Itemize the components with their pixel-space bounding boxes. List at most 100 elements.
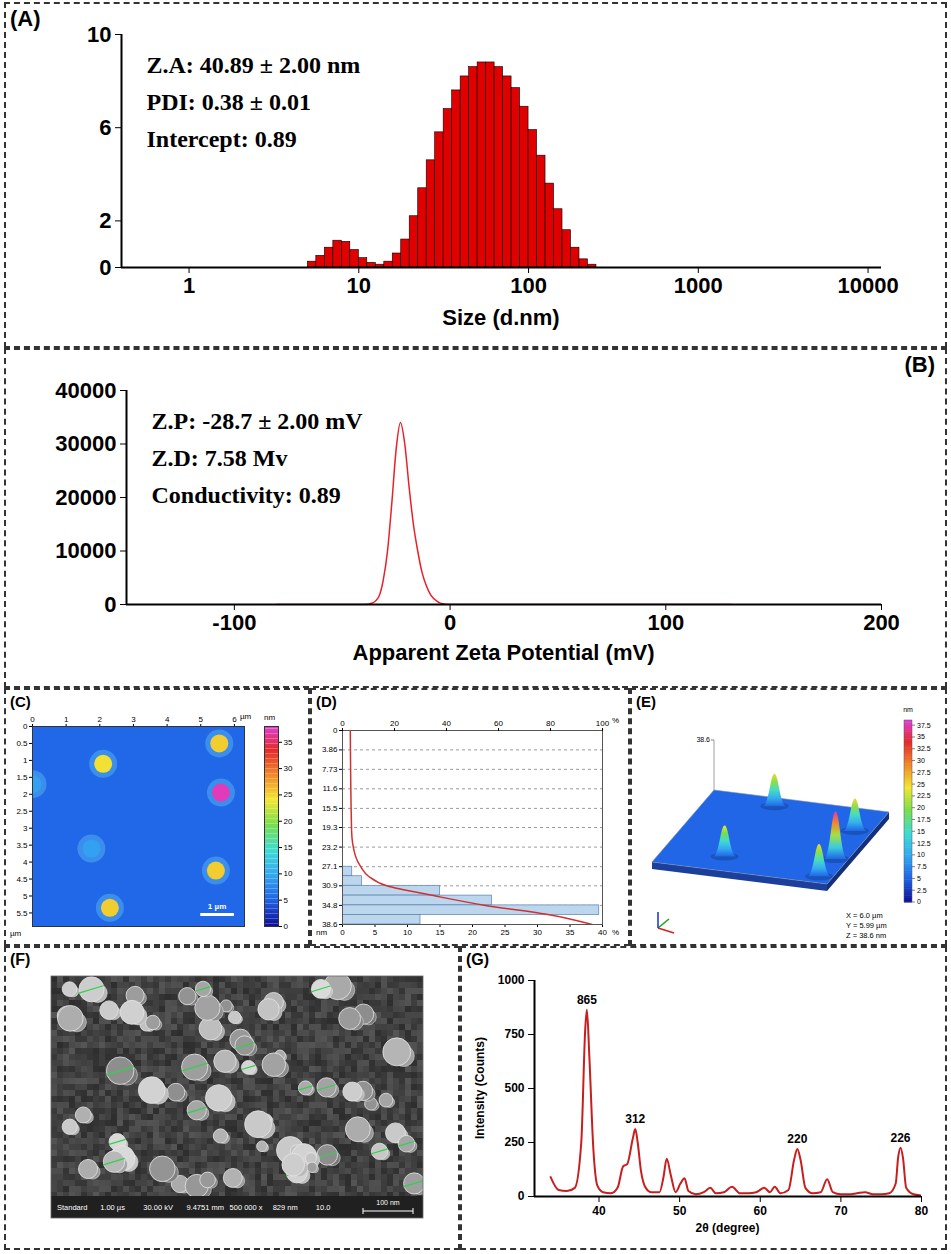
svg-text:35: 35 [284,738,293,747]
svg-text:6: 6 [232,715,237,724]
svg-text:5: 5 [199,715,204,724]
svg-text:12.5: 12.5 [917,840,931,847]
svg-text:40: 40 [598,928,607,937]
svg-text:60: 60 [754,1204,768,1218]
svg-text:30: 30 [284,764,293,773]
svg-text:4: 4 [165,715,170,724]
svg-text:500 000 x: 500 000 x [230,1203,263,1212]
svg-text:70: 70 [834,1204,848,1218]
svg-text:20: 20 [468,928,477,937]
svg-text:30.00 kV: 30.00 kV [143,1203,173,1212]
svg-text:80: 80 [546,719,555,728]
svg-text:34.8: 34.8 [322,901,338,910]
svg-text:829 nm: 829 nm [273,1203,298,1212]
svg-text:Z = 38.6 nm: Z = 38.6 nm [846,931,886,940]
svg-text:250: 250 [504,1135,524,1149]
svg-text:0: 0 [917,898,921,905]
svg-text:27.1: 27.1 [322,862,338,871]
svg-text:10: 10 [87,22,111,47]
svg-text:4: 4 [23,858,28,867]
svg-text:10: 10 [284,869,293,878]
svg-text:Z.P: -28.7 ± 2.00 mVZ.D: 7.58: Z.P: -28.7 ± 2.00 mVZ.D: 7.58 MvConducti… [152,408,364,508]
svg-text:25: 25 [917,781,925,788]
svg-text:38.6: 38.6 [696,736,710,743]
svg-text:1 µm: 1 µm [208,902,226,911]
svg-text:865: 865 [577,993,597,1007]
svg-text:19.3: 19.3 [322,823,338,832]
svg-text:100: 100 [596,719,610,728]
svg-text:750: 750 [504,1027,524,1041]
svg-text:312: 312 [625,1112,645,1126]
svg-text:Y = 5.99 µm: Y = 5.99 µm [846,921,887,930]
svg-text:nm: nm [903,706,913,713]
svg-text:0.5: 0.5 [16,739,28,748]
svg-text:2.5: 2.5 [16,807,28,816]
svg-text:23.2: 23.2 [322,843,338,852]
svg-text:9.4751 mm: 9.4751 mm [186,1203,224,1212]
svg-text:5: 5 [373,928,378,937]
svg-text:5.5: 5.5 [16,909,28,918]
svg-text:0: 0 [284,922,289,931]
svg-text:2: 2 [23,790,28,799]
svg-text:37.5: 37.5 [917,722,931,729]
svg-text:15: 15 [436,928,445,937]
svg-text:500: 500 [504,1081,524,1095]
svg-text:10.0: 10.0 [316,1203,331,1212]
svg-text:2.5: 2.5 [917,887,927,894]
svg-text:0: 0 [340,928,345,937]
svg-text:Standard: Standard [57,1203,87,1212]
svg-text:10: 10 [347,273,371,298]
svg-text:0: 0 [30,715,35,724]
svg-text:7.5: 7.5 [917,863,927,870]
svg-text:1.5: 1.5 [16,773,28,782]
svg-text:38.6: 38.6 [322,920,338,929]
svg-text:3: 3 [23,824,28,833]
svg-text:40: 40 [592,1204,606,1218]
svg-text:0: 0 [104,592,116,617]
svg-text:17.5: 17.5 [917,816,931,823]
svg-text:-100: -100 [212,610,256,635]
svg-text:10: 10 [403,928,412,937]
svg-text:40: 40 [442,719,451,728]
svg-text:6: 6 [99,115,111,140]
svg-text:5: 5 [284,896,289,905]
svg-text:Z.A: 40.89 ± 2.00 nmPDI: 0.38: Z.A: 40.89 ± 2.00 nmPDI: 0.38 ± 0.01Inte… [147,52,361,152]
svg-text:15: 15 [284,843,293,852]
svg-text:10: 10 [917,851,925,858]
svg-text:220: 220 [787,1132,807,1146]
svg-text:0: 0 [23,722,28,731]
svg-text:15.5: 15.5 [322,804,338,813]
svg-text:100: 100 [510,273,547,298]
svg-text:22.5: 22.5 [917,792,931,799]
svg-text:0: 0 [333,726,338,735]
svg-text:15: 15 [917,828,925,835]
svg-text:32.5: 32.5 [917,745,931,752]
svg-text:0: 0 [99,255,111,280]
svg-text:3.86: 3.86 [322,745,338,754]
svg-text:5: 5 [23,892,28,901]
svg-text:30: 30 [533,928,542,937]
svg-text:1000: 1000 [674,273,723,298]
svg-text:0: 0 [444,610,456,635]
svg-text:226: 226 [891,1131,911,1145]
svg-text:200: 200 [863,610,900,635]
svg-text:30: 30 [917,757,925,764]
svg-text:25: 25 [284,790,293,799]
svg-text:20: 20 [390,719,399,728]
svg-text:10000: 10000 [837,273,898,298]
svg-text:20000: 20000 [55,485,116,510]
svg-text:0: 0 [518,1189,525,1203]
svg-text:20: 20 [917,804,925,811]
svg-text:3: 3 [131,715,136,724]
svg-text:3.5: 3.5 [16,841,28,850]
svg-text:1: 1 [64,715,69,724]
svg-text:50: 50 [673,1204,687,1218]
svg-text:1: 1 [183,273,195,298]
svg-text:25: 25 [501,928,510,937]
svg-text:1: 1 [23,756,28,765]
svg-text:1.00 µs: 1.00 µs [100,1203,125,1212]
svg-text:10000: 10000 [55,538,116,563]
svg-text:2: 2 [98,715,103,724]
svg-text:0: 0 [340,719,345,728]
svg-text:1000: 1000 [498,973,525,987]
